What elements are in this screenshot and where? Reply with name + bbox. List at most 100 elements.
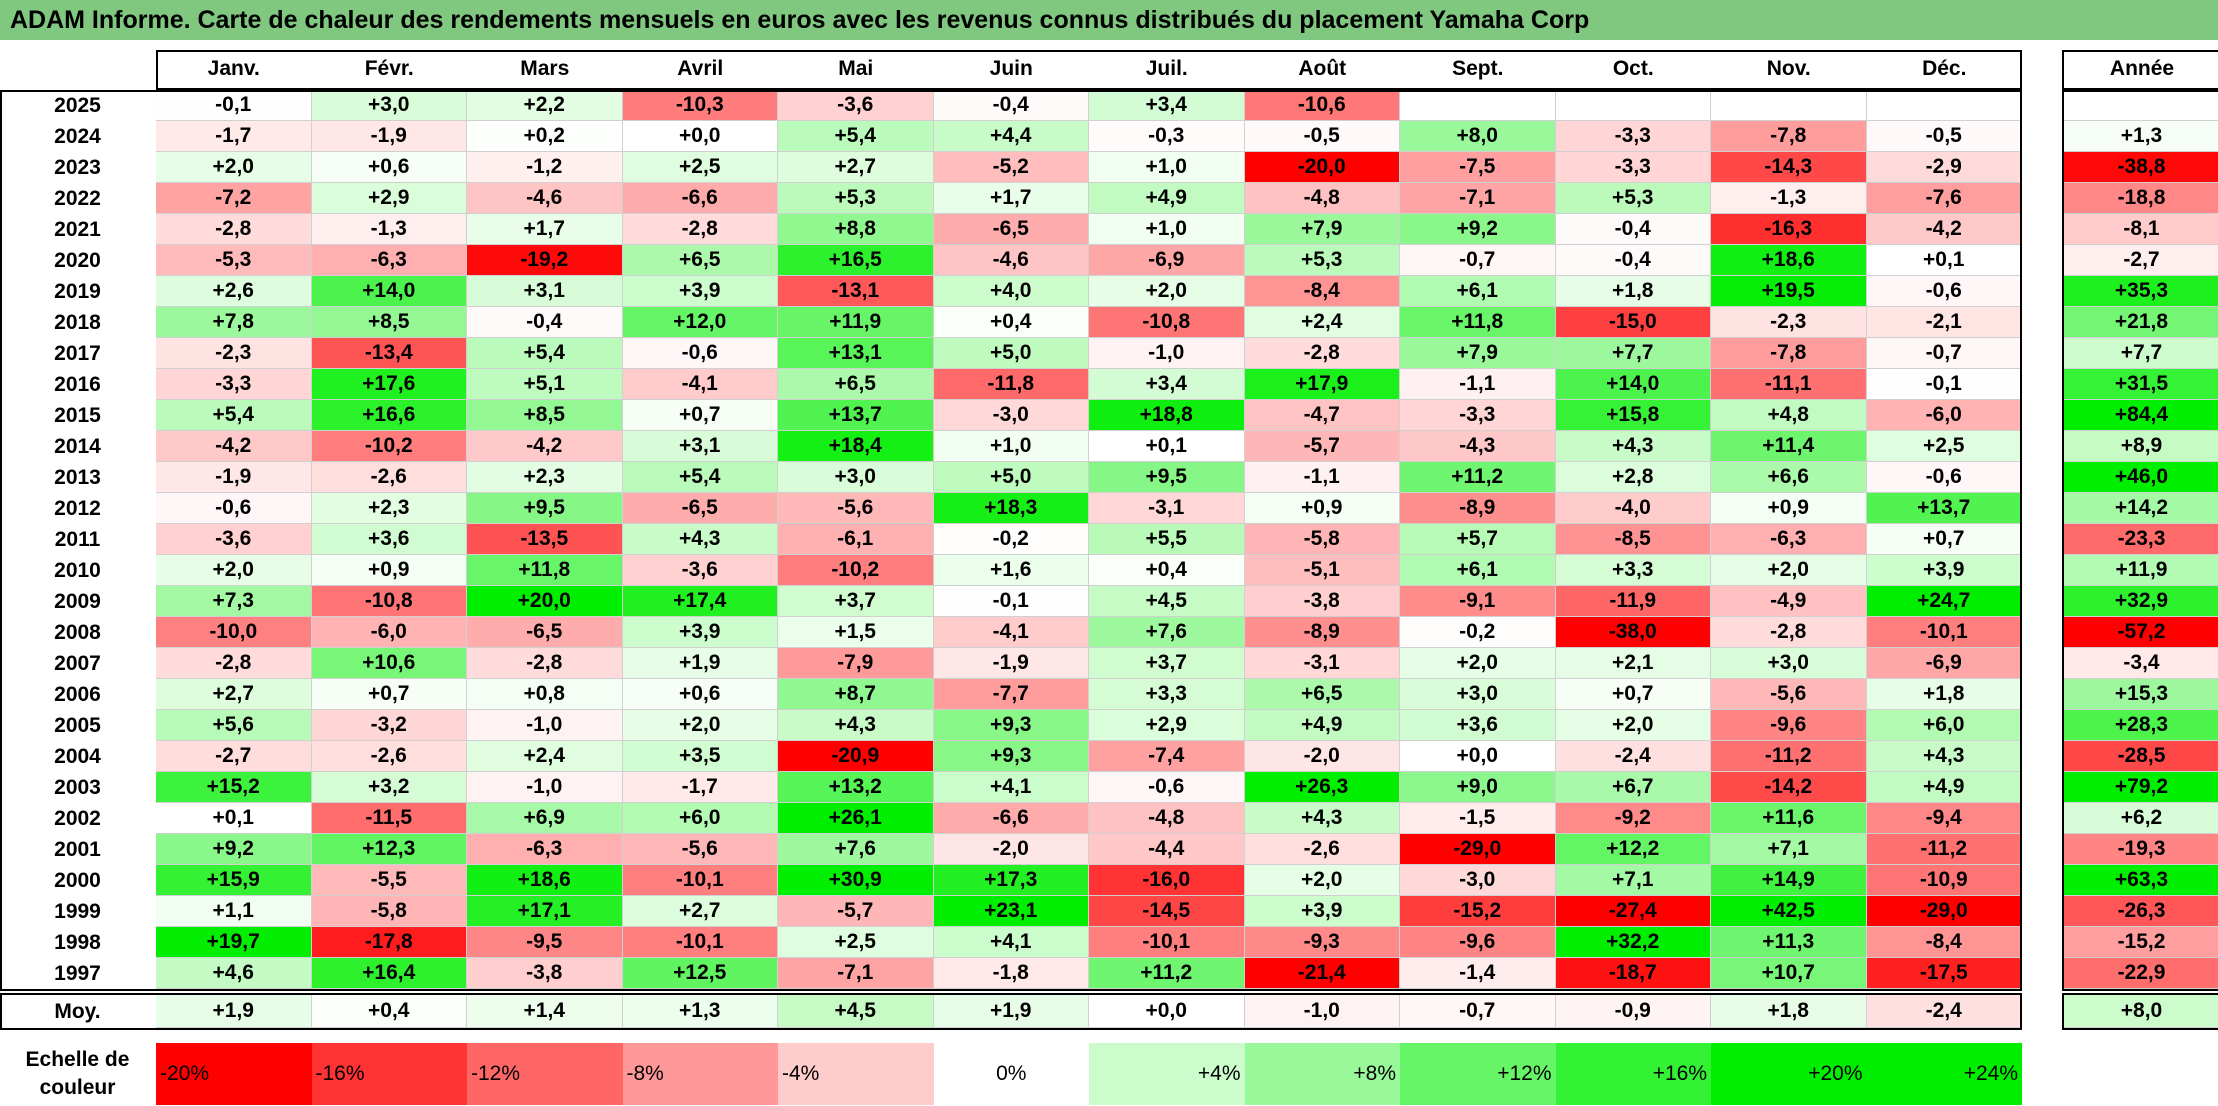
heatmap-cell: +1,9	[622, 648, 778, 679]
heatmap-cell: -10,1	[622, 865, 778, 896]
heatmap-cell: +5,4	[622, 462, 778, 493]
row-year-label: 2019	[0, 276, 155, 307]
heatmap-cell: +13,7	[1866, 493, 2022, 524]
row-year-label: 1999	[0, 896, 155, 927]
heatmap-cell: +9,2	[1400, 214, 1556, 245]
heatmap-cell: +4,3	[1866, 741, 2022, 772]
color-scale-step: -8%	[622, 1043, 778, 1105]
heatmap-cell: +4,3	[778, 710, 934, 741]
heatmap-cell: -6,6	[933, 803, 1089, 834]
heatmap-cell: +13,2	[778, 772, 934, 803]
heatmap-cell: -4,4	[1089, 834, 1245, 865]
heatmap-cell: -5,6	[778, 493, 934, 524]
heatmap-cell: -6,0	[311, 617, 467, 648]
heatmap-cell: -5,2	[933, 152, 1089, 183]
annual-cell: +28,3	[2062, 710, 2218, 741]
heatmap-cell: +0,9	[1244, 493, 1400, 524]
color-scale-label: Echelle de couleur	[0, 1043, 155, 1105]
heatmap-cell: +10,7	[1711, 958, 1867, 989]
annual-cell: -38,8	[2062, 152, 2218, 183]
heatmap-cell: -1,9	[156, 462, 312, 493]
heatmap-cell: +2,0	[1711, 555, 1867, 586]
row-year-label: 2024	[0, 121, 155, 152]
heatmap-cell: +11,3	[1711, 927, 1867, 958]
heatmap-cell	[1866, 90, 2022, 121]
heatmap-cell: -0,3	[1089, 121, 1245, 152]
heatmap-cell: +0,2	[467, 121, 623, 152]
average-cell: +1,8	[1711, 995, 1867, 1028]
heatmap-cell: -0,7	[1400, 245, 1556, 276]
heatmap-cell: -10,1	[622, 927, 778, 958]
annual-cell: -19,3	[2062, 834, 2218, 865]
heatmap-cell: -4,0	[1555, 493, 1711, 524]
annual-cell: +32,9	[2062, 586, 2218, 617]
heatmap-cell: -10,0	[156, 617, 312, 648]
heatmap-cell: +3,5	[622, 741, 778, 772]
heatmap-cell: +4,5	[1089, 586, 1245, 617]
heatmap-cell: -4,2	[156, 431, 312, 462]
heatmap-cell: +10,6	[311, 648, 467, 679]
heatmap-cell: -7,7	[933, 679, 1089, 710]
heatmap-cell: +6,1	[1400, 555, 1556, 586]
heatmap-cell: -5,8	[1244, 524, 1400, 555]
heatmap-cell: +2,4	[467, 741, 623, 772]
heatmap-cell: -16,0	[1089, 865, 1245, 896]
heatmap-cell: +13,7	[778, 400, 934, 431]
heatmap-cell: -2,8	[156, 214, 312, 245]
heatmap-cell: +8,5	[311, 307, 467, 338]
heatmap-cell: +4,4	[933, 121, 1089, 152]
average-annual-cell: +8,0	[2062, 995, 2218, 1028]
heatmap-cell: -0,1	[1866, 369, 2022, 400]
heatmap-cell: +17,1	[467, 896, 623, 927]
row-year-label: 2014	[0, 431, 155, 462]
heatmap-cell: -11,2	[1711, 741, 1867, 772]
heatmap-cell: +4,6	[156, 958, 312, 989]
heatmap-cell: -2,8	[1711, 617, 1867, 648]
heatmap-cell: +19,5	[1711, 276, 1867, 307]
heatmap-cell: -7,1	[1400, 183, 1556, 214]
heatmap-cell: +0,0	[1400, 741, 1556, 772]
heatmap-cell: +3,1	[622, 431, 778, 462]
heatmap-cell: -2,0	[933, 834, 1089, 865]
annual-cell: -23,3	[2062, 524, 2218, 555]
heatmap-cell: -0,6	[1866, 462, 2022, 493]
column-header: Avril	[622, 50, 778, 88]
heatmap-cell: -6,5	[622, 493, 778, 524]
heatmap-cell: +7,8	[156, 307, 312, 338]
heatmap-cell: +11,2	[1400, 462, 1556, 493]
color-scale-step: +12%	[1400, 1043, 1556, 1105]
heatmap-cell: +6,5	[1244, 679, 1400, 710]
heatmap-cell: +6,5	[622, 245, 778, 276]
heatmap-cell: -7,2	[156, 183, 312, 214]
heatmap-cell: -1,7	[156, 121, 312, 152]
annual-cell: +11,9	[2062, 555, 2218, 586]
average-cell: +1,4	[467, 995, 623, 1028]
heatmap-cell: +9,2	[156, 834, 312, 865]
heatmap-cell: +2,3	[467, 462, 623, 493]
heatmap-cell: +5,3	[1244, 245, 1400, 276]
heatmap-cell: -4,8	[1244, 183, 1400, 214]
heatmap-cell: +13,1	[778, 338, 934, 369]
heatmap-cell: -1,0	[1089, 338, 1245, 369]
heatmap-cell: +3,6	[1400, 710, 1556, 741]
heatmap-cell: -2,8	[622, 214, 778, 245]
heatmap-cell	[1555, 90, 1711, 121]
column-header: Août	[1244, 50, 1400, 88]
annual-cell: +6,2	[2062, 803, 2218, 834]
heatmap-cell: +16,5	[778, 245, 934, 276]
heatmap-cell: +9,3	[933, 741, 1089, 772]
heatmap-cell: -9,6	[1400, 927, 1556, 958]
heatmap-cell: -0,4	[1555, 214, 1711, 245]
heatmap-cell: +16,4	[311, 958, 467, 989]
color-scale-step: -4%	[778, 1043, 934, 1105]
heatmap-cell: -17,8	[311, 927, 467, 958]
row-year-label: 1997	[0, 958, 155, 989]
row-year-label: 2020	[0, 245, 155, 276]
heatmap-cell: +2,4	[1244, 307, 1400, 338]
heatmap-cell: -2,7	[156, 741, 312, 772]
heatmap-cell: +2,0	[156, 555, 312, 586]
heatmap-cell: -9,2	[1555, 803, 1711, 834]
row-year-label: 2025	[0, 90, 155, 121]
heatmap-cell: +17,4	[622, 586, 778, 617]
heatmap-cell: +2,5	[1866, 431, 2022, 462]
